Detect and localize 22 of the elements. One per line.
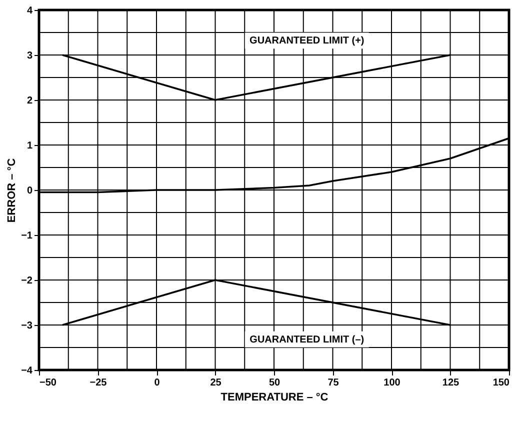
y-tick-label: 1 bbox=[26, 140, 33, 152]
x-axis-title: TEMPERATURE – °C bbox=[220, 392, 328, 404]
annotation: GUARANTEED LIMIT (+) bbox=[250, 36, 364, 47]
x-tick-label: 50 bbox=[268, 378, 280, 388]
y-tick-label: 0 bbox=[26, 186, 33, 196]
x-tick-label: 100 bbox=[384, 378, 401, 388]
y-tick-label: −2 bbox=[21, 276, 33, 286]
x-tick-label: 125 bbox=[442, 378, 460, 388]
y-tick-label: 4 bbox=[26, 6, 33, 16]
x-tick-label: 150 bbox=[492, 378, 510, 388]
y-tick-label: 3 bbox=[26, 50, 33, 62]
x-tick-label: −25 bbox=[90, 378, 108, 388]
x-tick-label: 75 bbox=[328, 378, 340, 388]
y-tick-label: −3 bbox=[21, 320, 33, 332]
y-axis-title: ERROR – °C bbox=[6, 158, 18, 223]
y-tick-label: 2 bbox=[26, 96, 33, 106]
x-tick-label: 0 bbox=[154, 378, 160, 388]
x-tick-label: 25 bbox=[210, 378, 222, 388]
annotation: GUARANTEED LIMIT (–) bbox=[250, 334, 364, 346]
y-tick-label: −4 bbox=[21, 366, 33, 376]
x-tick-label: −50 bbox=[40, 378, 57, 388]
y-tick-label: −1 bbox=[21, 230, 33, 242]
